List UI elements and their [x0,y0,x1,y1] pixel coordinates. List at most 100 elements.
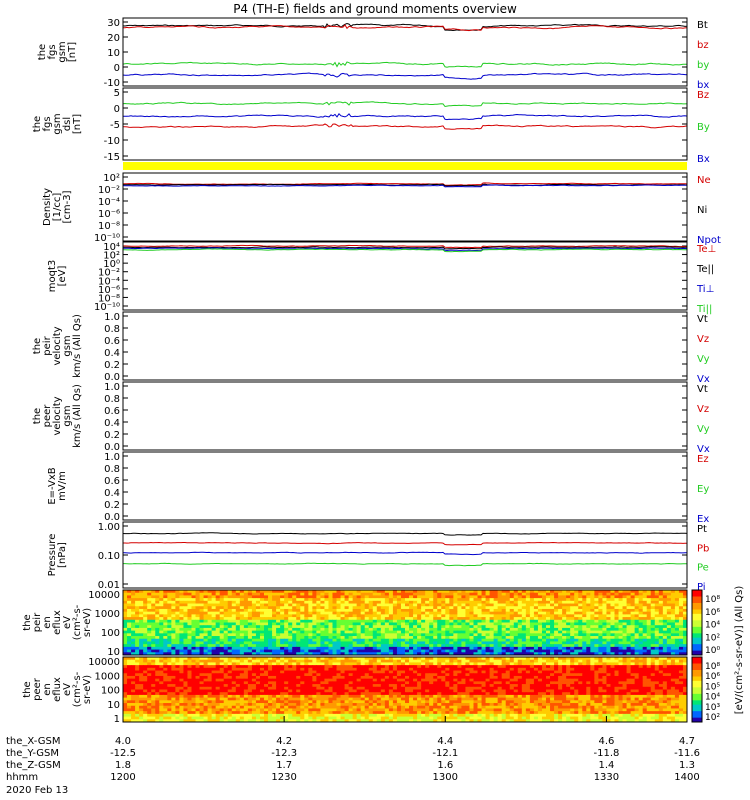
heatmap-cell [650,625,656,629]
heatmap-cell [521,633,527,637]
heatmap-cell [590,619,595,623]
heatmap-cell [602,625,607,629]
heatmap-cell [485,627,491,632]
heatmap-cell [429,644,434,648]
heatmap-cell [622,598,628,602]
heatmap-cell [614,646,620,651]
heatmap-cell [654,641,660,645]
heatmap-cell [646,675,652,680]
heatmap-cell [135,614,140,618]
heatmap-cell [497,630,503,634]
heatmap-cell [272,611,277,615]
heatmap-cell [151,603,156,607]
heatmap-cell [316,649,321,653]
heatmap-cell [582,627,587,632]
heatmap-cell [123,636,128,640]
heatmap-cell [602,667,607,672]
heatmap-cell [461,665,466,669]
heatmap-cell [272,606,277,610]
heatmap-cell [147,659,152,663]
heatmap-cell [489,598,495,602]
heatmap-cell [674,611,680,615]
heatmap-cell [368,662,374,666]
heatmap-cell [199,644,205,648]
heatmap-cell [155,598,160,602]
heatmap-cell [135,667,140,672]
heatmap-cell [316,595,321,599]
heatmap-cell [441,633,446,637]
heatmap-cell [554,673,559,677]
heatmap-cell [219,659,225,663]
heatmap-cell [259,600,265,605]
heatmap-cell [465,603,470,607]
heatmap-cell [288,606,293,610]
heatmap-cell [227,652,233,656]
heatmap-cell [231,644,237,648]
heatmap-cell [364,673,370,677]
heatmap-cell [127,678,132,682]
heatmap-cell [429,606,434,610]
heatmap-cell [372,590,378,594]
heatmap-cell [219,641,225,645]
heatmap-cell [566,598,571,602]
heatmap-cell [179,667,184,672]
heatmap-cell [372,625,378,629]
heatmap-cell [682,667,688,672]
y-axis-label: velocity [52,396,63,435]
heatmap-cell [372,638,378,642]
heatmap-cell [417,652,422,656]
heatmap-cell [650,638,656,642]
heatmap-cell [658,617,664,621]
heatmap-cell [272,652,277,656]
heatmap-cell [123,662,128,666]
heatmap-cell [127,657,132,661]
heatmap-cell [485,678,491,682]
heatmap-cell [320,595,325,599]
heatmap-cell [187,667,192,672]
heatmap-cell [203,611,209,615]
y-axis-label: sr-eV) [82,608,93,637]
heatmap-cell [127,619,132,623]
heatmap-cell [594,673,599,677]
heatmap-cell [662,617,668,621]
heatmap-cell [400,598,406,602]
heatmap-cell [642,595,648,599]
heatmap-cell [594,667,599,672]
heatmap-cell [477,611,483,615]
heatmap-cell [147,603,152,607]
heatmap-cell [288,657,293,661]
heatmap-cell [429,600,434,605]
heatmap-cell [537,600,543,605]
heatmap-cell [646,662,652,666]
heatmap-cell [642,678,648,682]
heatmap-cell [147,600,152,605]
heatmap-cell [429,678,434,682]
heatmap-cell [308,598,313,602]
heatmap-cell [292,657,297,661]
heatmap-cell [574,622,579,626]
heatmap-cell [646,644,652,648]
heatmap-cell [638,662,644,666]
heatmap-cell [465,606,470,610]
heatmap-cell [336,675,342,680]
heatmap-cell [425,638,430,642]
heatmap-cell [191,598,197,602]
y-tick-label: 0.8 [104,464,120,475]
heatmap-cell [123,590,128,594]
heatmap-cell [682,598,688,602]
heatmap-cell [352,614,358,618]
heatmap-cell [288,590,293,594]
heatmap-cell [239,592,245,596]
heatmap-cell [235,611,241,615]
heatmap-cell [131,644,136,648]
heatmap-cell [199,622,205,626]
heatmap-cell [300,667,305,672]
heatmap-cell [155,611,160,615]
heatmap-cell [590,595,595,599]
heatmap-cell [622,627,628,632]
heatmap-cell [590,625,595,629]
heatmap-cell [509,673,515,677]
heatmap-cell [485,641,491,645]
heatmap-cell [340,665,346,669]
heatmap-cell [235,644,241,648]
